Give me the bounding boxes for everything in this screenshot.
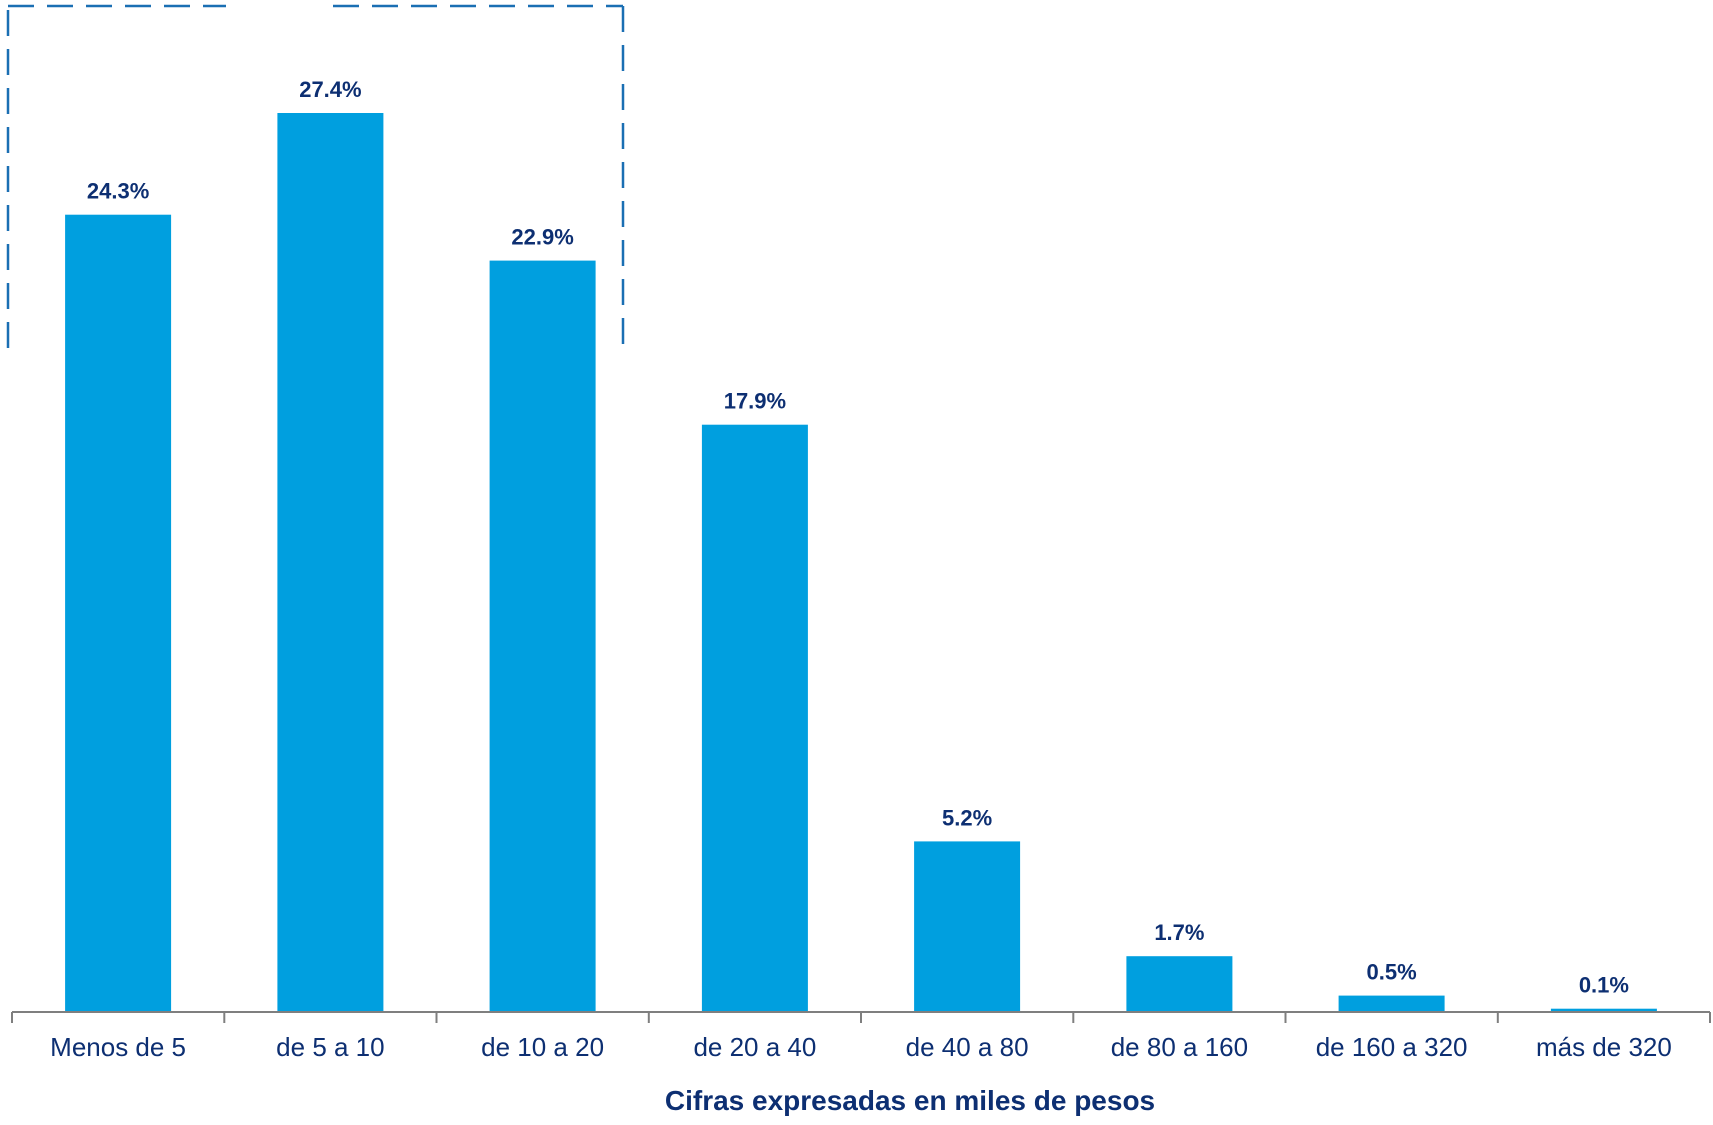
x-axis (11, 1011, 1711, 1023)
value-label-7: 0.5% (1367, 960, 1417, 985)
value-label-4: 17.9% (724, 389, 786, 414)
tick-label-8: más de 320 (1536, 1032, 1672, 1062)
x-tick-labels: Menos de 5 de 5 a 10 de 10 a 20 de 20 a 40 d… (50, 1032, 1672, 1062)
tick-label-7: de 160 a 320 (1316, 1032, 1468, 1062)
tick-label-3: de 10 a 20 (481, 1032, 604, 1062)
bar-5 (914, 841, 1021, 1012)
tick-label-1: Menos de 5 (50, 1032, 186, 1062)
value-label-6: 1.7% (1154, 920, 1204, 945)
highlight-bracket (6, 4, 625, 348)
tick-label-4: de 20 a 40 (693, 1032, 816, 1062)
value-label-3: 22.9% (511, 225, 573, 250)
bars (65, 113, 1657, 1013)
tick-label-2: de 5 a 10 (276, 1032, 384, 1062)
bar-1 (65, 214, 172, 1012)
bar-8 (1550, 1008, 1657, 1012)
bar-7 (1338, 995, 1445, 1012)
bar-2 (277, 113, 384, 1012)
value-label-1: 24.3% (87, 179, 149, 204)
tick-label-6: de 80 a 160 (1111, 1032, 1248, 1062)
value-label-5: 5.2% (942, 805, 992, 830)
x-axis-title: Cifras expresadas en miles de pesos (665, 1085, 1155, 1116)
value-label-2: 27.4% (299, 77, 361, 102)
value-label-8: 0.1% (1579, 973, 1629, 998)
bar-4 (701, 424, 808, 1012)
bar-3 (489, 260, 596, 1013)
tick-label-5: de 40 a 80 (906, 1032, 1029, 1062)
value-labels: 24.3% 27.4% 22.9% 17.9% 5.2% 1.7% 0.5% 0.1% (87, 77, 1629, 998)
bar-6 (1126, 956, 1233, 1012)
